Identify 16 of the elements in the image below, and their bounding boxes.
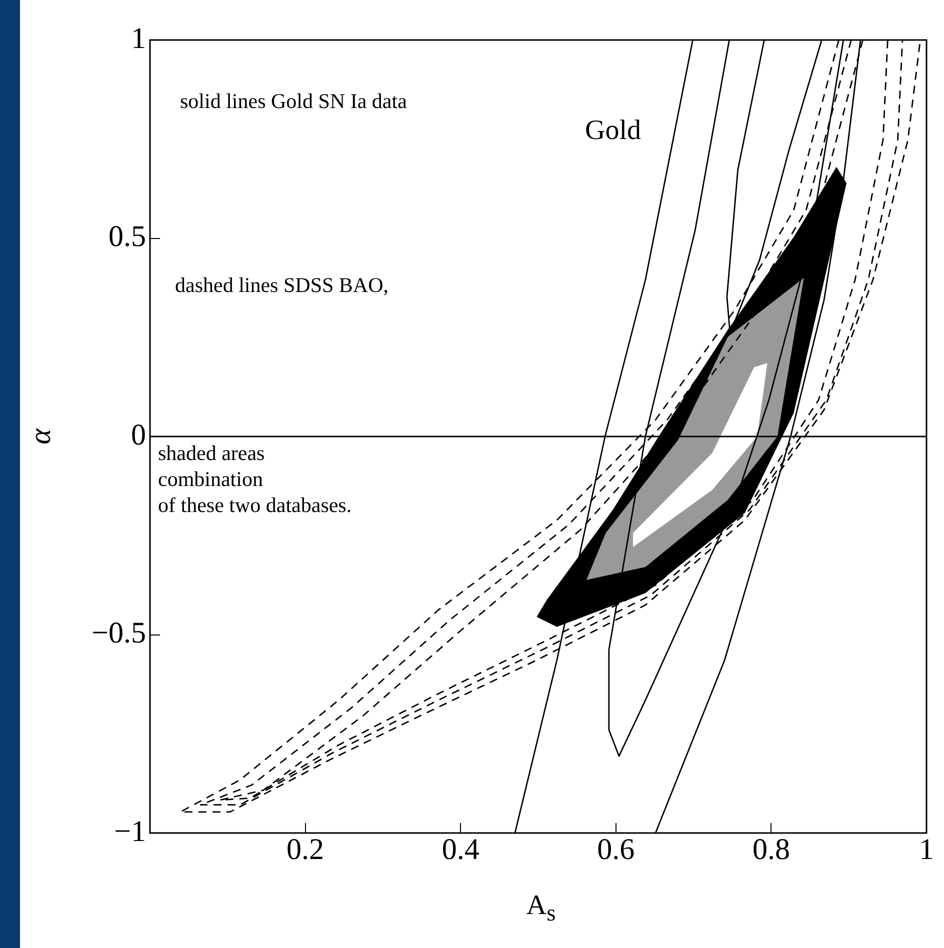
y-tick-label: −1	[114, 814, 146, 848]
annotation: solid lines Gold SN Ia data	[180, 88, 407, 114]
annotation: shaded areas combination of these two databases.	[158, 440, 352, 518]
y-axis-title: α	[24, 427, 57, 444]
y-tick-label: 0	[131, 418, 146, 452]
x-tick-label: 1	[919, 832, 934, 866]
y-tick-label: 1	[131, 22, 146, 55]
x-tick-label: 0.2	[286, 832, 324, 866]
annotation: dashed lines SDSS BAO,	[175, 272, 389, 298]
annotation: Gold	[585, 115, 641, 146]
x-tick-label: 0.6	[597, 832, 635, 866]
x-tick-label: 0.8	[752, 832, 790, 866]
x-tick-label: 0.4	[442, 832, 480, 866]
y-tick-label: −0.5	[92, 616, 146, 650]
x-axis-title: A$_{s}$	[526, 890, 556, 928]
y-tick-label: 0.5	[108, 220, 146, 254]
